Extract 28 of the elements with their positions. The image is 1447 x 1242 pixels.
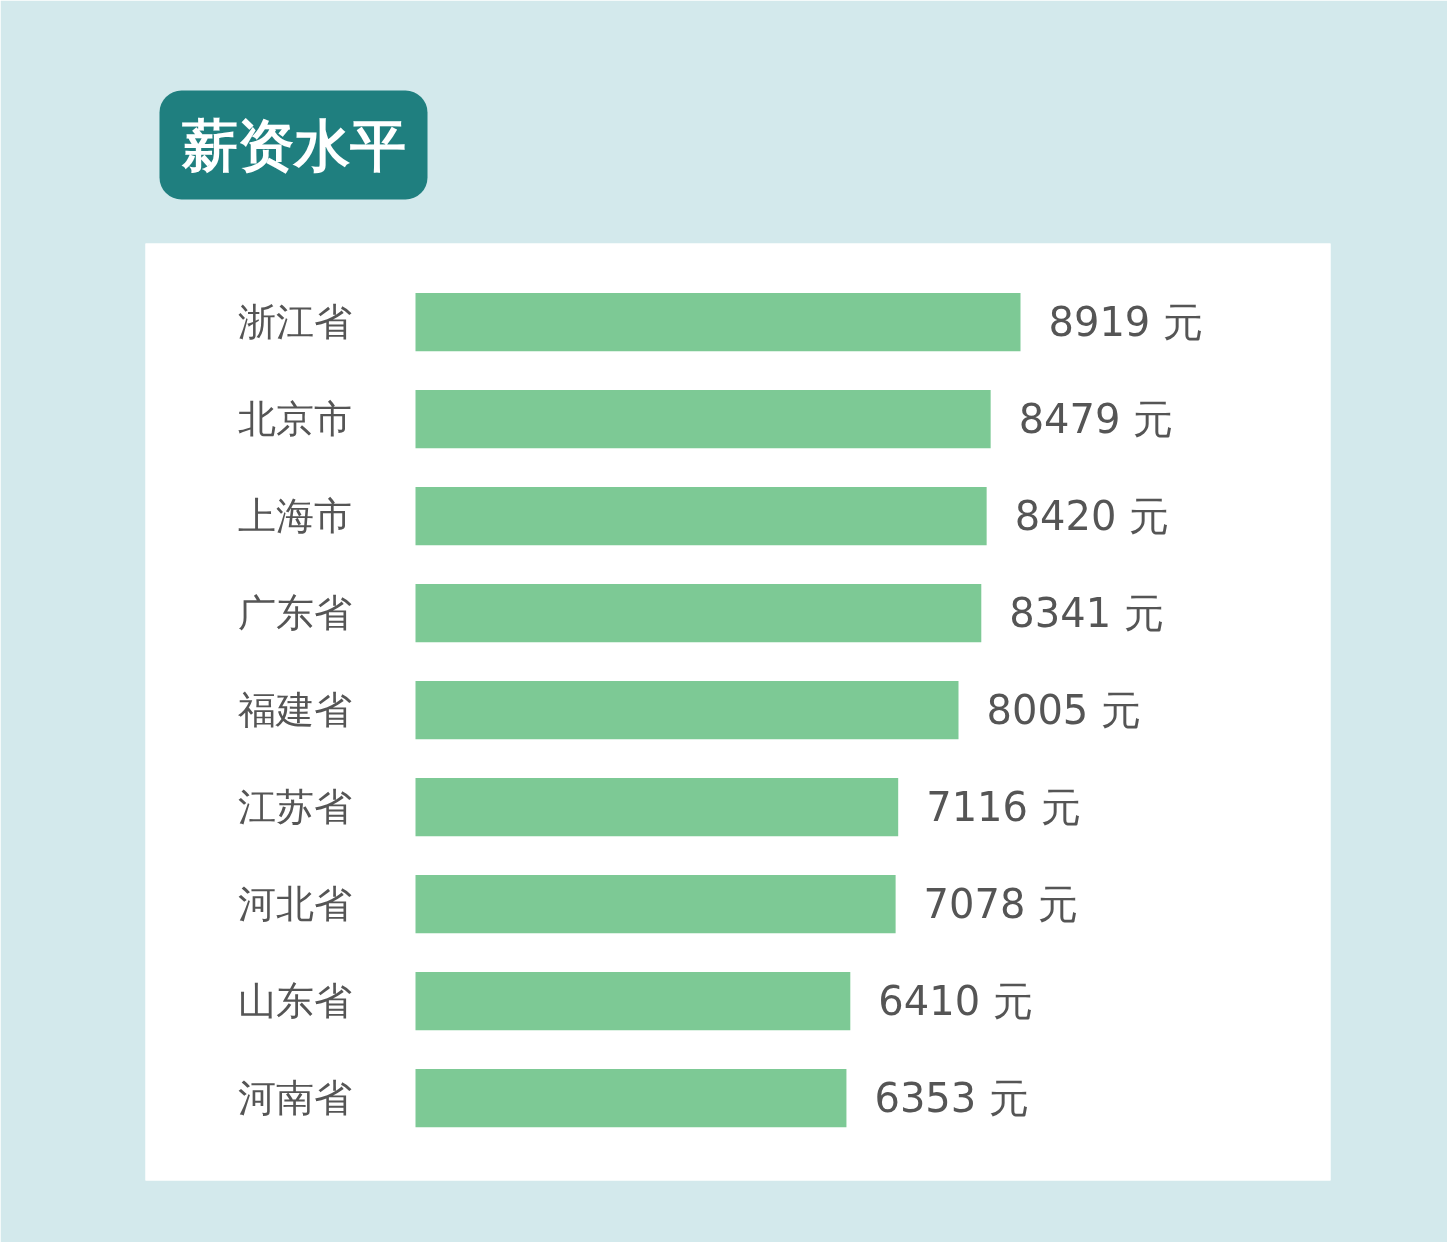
data-label: 8420 元	[1014, 493, 1170, 540]
bar	[415, 583, 982, 643]
data-label: 7116 元	[926, 784, 1081, 831]
bar	[415, 680, 959, 740]
data-label: 7078 元	[923, 881, 1079, 928]
y-tick-label: 广东省	[237, 591, 352, 636]
data-label: 8005 元	[986, 687, 1142, 734]
y-tick-label: 福建省	[237, 688, 352, 733]
y-tick-label: 北京市	[237, 397, 352, 442]
data-label: 8919 元	[1048, 299, 1204, 346]
y-tick-label: 河北省	[237, 882, 352, 927]
bar	[415, 777, 899, 837]
y-tick-label: 江苏省	[237, 785, 352, 830]
bar	[415, 486, 987, 546]
data-label: 8479 元	[1018, 396, 1174, 443]
bar	[415, 292, 1021, 352]
data-label: 8341 元	[1009, 590, 1164, 637]
data-label: 6410 元	[878, 978, 1033, 1025]
chart-title: 薪资水平	[180, 112, 406, 178]
y-tick-label: 河南省	[237, 1076, 352, 1121]
bar	[415, 874, 896, 934]
bar	[415, 1068, 847, 1128]
data-label: 6353 元	[874, 1075, 1029, 1122]
bar	[415, 389, 991, 449]
bar	[415, 971, 851, 1031]
y-tick-label: 山东省	[237, 979, 352, 1024]
y-tick-label: 上海市	[237, 494, 352, 539]
y-tick-label: 浙江省	[237, 300, 352, 345]
